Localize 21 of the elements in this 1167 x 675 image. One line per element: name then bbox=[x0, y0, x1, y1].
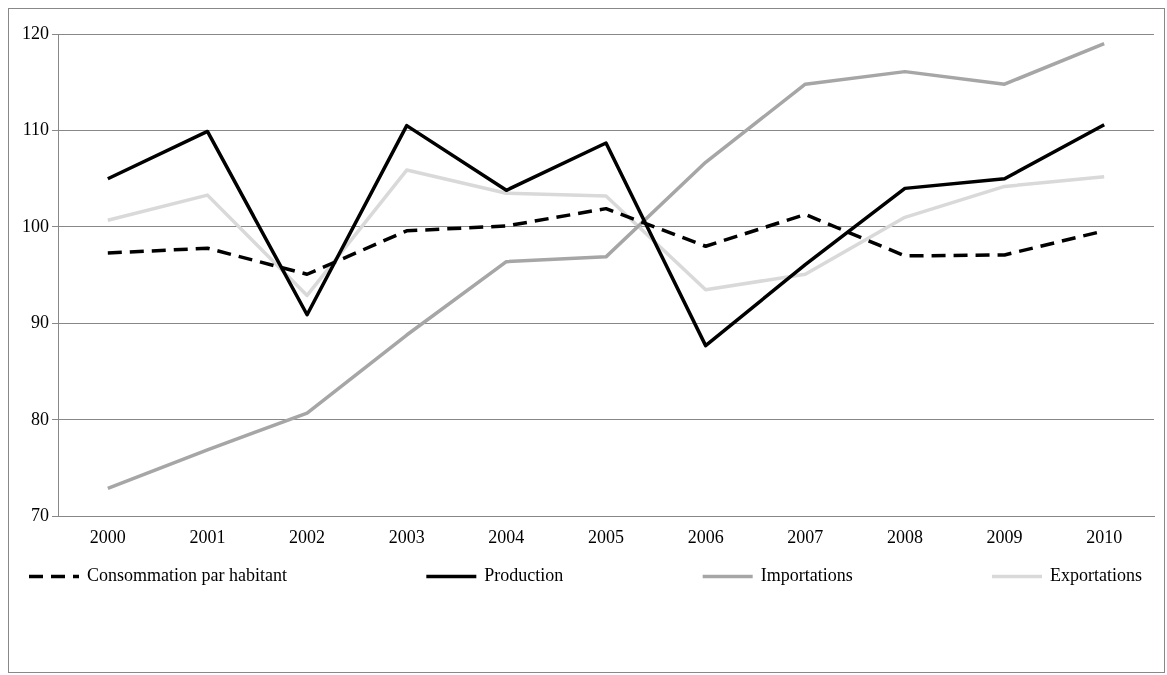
legend-label: Exportations bbox=[1050, 565, 1143, 586]
x-tick-label: 2002 bbox=[289, 526, 326, 547]
x-tick-label: 2005 bbox=[588, 526, 624, 547]
x-tick-label: 2001 bbox=[189, 526, 226, 547]
y-tick-label: 110 bbox=[22, 119, 49, 140]
legend-label: Consommation par habitant bbox=[87, 565, 287, 586]
y-tick-label: 90 bbox=[31, 312, 49, 333]
legend-label: Production bbox=[484, 565, 564, 586]
y-tick-label: 120 bbox=[22, 22, 49, 43]
legend-label: Importations bbox=[760, 565, 853, 586]
x-tick-label: 2009 bbox=[986, 526, 1023, 547]
x-tick-label: 2003 bbox=[388, 526, 425, 547]
x-tick-label: 2010 bbox=[1086, 526, 1123, 547]
x-tick-label: 2007 bbox=[787, 526, 824, 547]
y-tick-label: 100 bbox=[22, 215, 49, 236]
y-tick-label: 80 bbox=[31, 408, 49, 429]
x-tick-label: 2000 bbox=[89, 526, 126, 547]
x-tick-label: 2008 bbox=[886, 526, 923, 547]
y-tick-label: 70 bbox=[31, 505, 49, 526]
x-tick-label: 2004 bbox=[488, 526, 525, 547]
x-tick-label: 2006 bbox=[687, 526, 724, 547]
